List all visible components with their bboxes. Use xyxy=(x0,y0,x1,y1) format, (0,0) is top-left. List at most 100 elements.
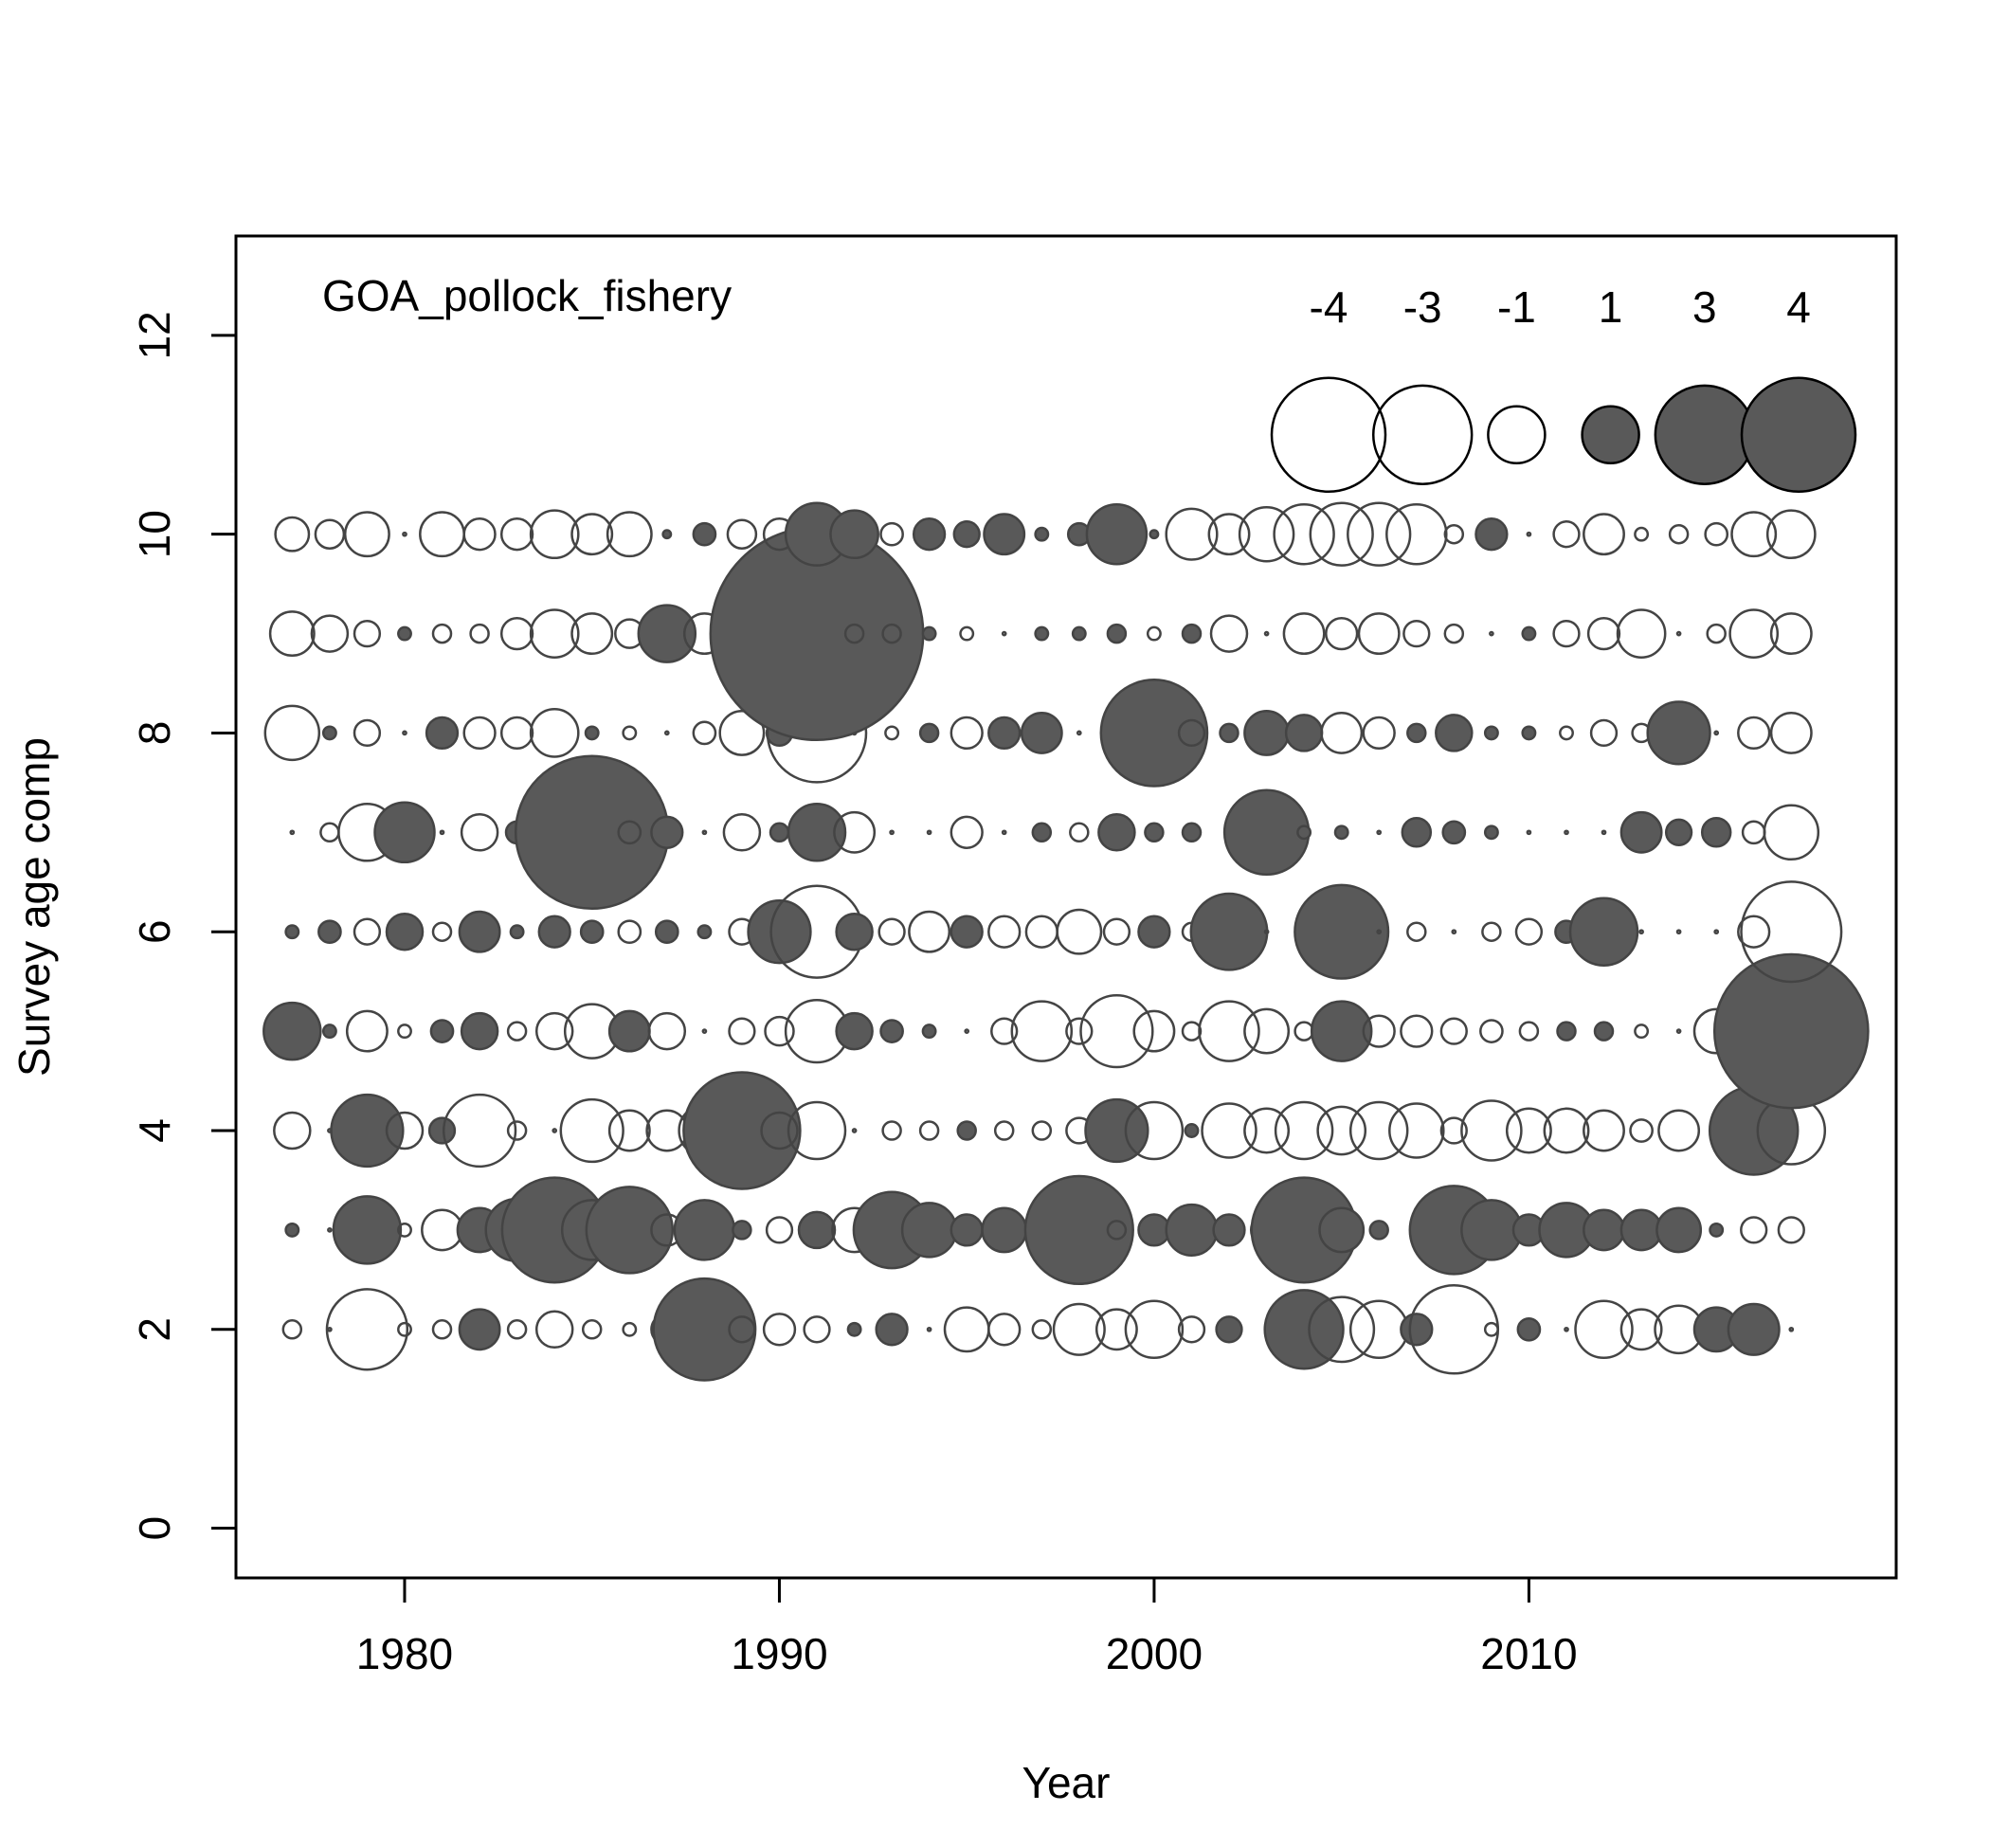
bubble-point xyxy=(421,1208,463,1252)
bubble-point xyxy=(1001,630,1007,637)
bubble-point xyxy=(1310,1000,1373,1062)
bubble-point xyxy=(1273,502,1335,566)
bubble-point xyxy=(1181,822,1203,843)
y-tick-label: 4 xyxy=(130,1118,179,1143)
bubble-point xyxy=(1483,824,1499,841)
legend-label: -3 xyxy=(1403,282,1442,332)
bubble-point xyxy=(889,829,895,836)
bubble-point xyxy=(529,608,580,659)
bubble-point xyxy=(1132,1009,1176,1053)
bubble-point xyxy=(950,1213,984,1247)
bubble-point xyxy=(343,511,390,558)
bubble-point xyxy=(952,520,981,549)
bubble-point xyxy=(1516,1316,1542,1342)
bubble-point xyxy=(499,716,534,751)
bubble-point xyxy=(1201,1102,1257,1159)
bubble-point xyxy=(1263,630,1270,637)
y-axis-title: Survey age comp xyxy=(9,737,59,1077)
bubble-point xyxy=(647,1011,687,1051)
bubble-point xyxy=(1401,817,1433,848)
bubble-point xyxy=(1149,529,1160,540)
bubble-point xyxy=(1362,1014,1396,1048)
bubble-point xyxy=(1638,929,1644,935)
bubble-point xyxy=(397,1024,412,1040)
bubble-point xyxy=(1325,616,1359,651)
bubble-point xyxy=(1769,612,1813,656)
bubble-point xyxy=(1586,616,1621,651)
bubble-point xyxy=(1243,1007,1291,1055)
bubble-point xyxy=(1001,829,1007,836)
bubble-point xyxy=(1443,523,1465,545)
bubble-point xyxy=(1348,1100,1409,1161)
bubble-point xyxy=(1124,1100,1185,1161)
bubble-point xyxy=(622,725,638,741)
bubble-point xyxy=(1094,1308,1138,1351)
bubble-point xyxy=(1177,1315,1206,1344)
bubble-point xyxy=(990,1017,1019,1045)
bubble-point xyxy=(787,1100,847,1161)
bubble-point xyxy=(314,518,346,550)
legend-bubble xyxy=(1740,376,1857,494)
bubble-point xyxy=(1564,1326,1569,1332)
bubble-point xyxy=(319,822,340,843)
bubble-point xyxy=(1189,892,1269,971)
bubble-point xyxy=(1583,1208,1625,1252)
bubble-point xyxy=(1215,1315,1243,1344)
bubble-point xyxy=(983,513,1026,556)
bubble-point xyxy=(956,1120,977,1141)
bubble-point xyxy=(607,1009,651,1053)
bubble-point xyxy=(1668,523,1690,545)
bubble-point xyxy=(559,1097,624,1164)
bubble-point xyxy=(506,1120,528,1141)
bubble-point xyxy=(1655,1206,1703,1254)
legend-bubble xyxy=(1581,405,1640,465)
bubble-point xyxy=(1069,822,1090,843)
bubble-point xyxy=(1788,1326,1795,1332)
bubble-point xyxy=(918,1120,940,1141)
bubble-point xyxy=(1385,502,1448,566)
bubble-point xyxy=(701,1028,708,1034)
bubble-point xyxy=(317,919,342,945)
bubble-point xyxy=(1146,625,1162,642)
bubble-point xyxy=(769,822,790,843)
bubble-point xyxy=(402,730,407,736)
bubble-point xyxy=(617,919,642,945)
bubble-point xyxy=(1368,1220,1389,1241)
bubble-point xyxy=(1181,1021,1203,1042)
bubble-point xyxy=(1316,1105,1367,1156)
bubble-point xyxy=(1400,1313,1434,1347)
bubble-point xyxy=(570,513,614,556)
bubble-point xyxy=(310,614,350,653)
bubble-point xyxy=(1737,716,1771,751)
bubble-point xyxy=(1076,730,1082,736)
bubble-point xyxy=(747,899,812,965)
bubble-point xyxy=(829,509,879,560)
bubble-point xyxy=(764,1015,795,1047)
bubble-point xyxy=(1741,820,1766,845)
bubble-point xyxy=(499,517,534,552)
bubble-point xyxy=(431,1319,453,1340)
bubble-point xyxy=(332,1195,403,1265)
bubble-point xyxy=(692,720,717,746)
bubble-point xyxy=(1362,716,1396,751)
y-tick-label: 10 xyxy=(130,510,179,558)
legend-label: 1 xyxy=(1599,282,1623,332)
bubble-point xyxy=(1198,1000,1260,1062)
bubble-point xyxy=(274,516,311,553)
bubble-point xyxy=(1406,722,1427,744)
bubble-point xyxy=(1024,915,1058,949)
bubble-point xyxy=(1165,1203,1219,1257)
bubble-point xyxy=(797,1210,837,1250)
bubble-point xyxy=(718,709,766,756)
bubble-point xyxy=(1675,630,1682,637)
bubble-point xyxy=(732,1220,752,1241)
bubble-point xyxy=(1282,612,1326,656)
bubble-point xyxy=(921,1024,937,1040)
bubble-point xyxy=(879,1019,904,1043)
bubble-point xyxy=(981,1206,1028,1254)
bubble-point xyxy=(1765,509,1817,560)
bubble-point xyxy=(431,921,453,942)
bubble-point xyxy=(425,716,460,751)
bubble-point xyxy=(728,1315,756,1344)
bubble-point xyxy=(514,754,670,911)
